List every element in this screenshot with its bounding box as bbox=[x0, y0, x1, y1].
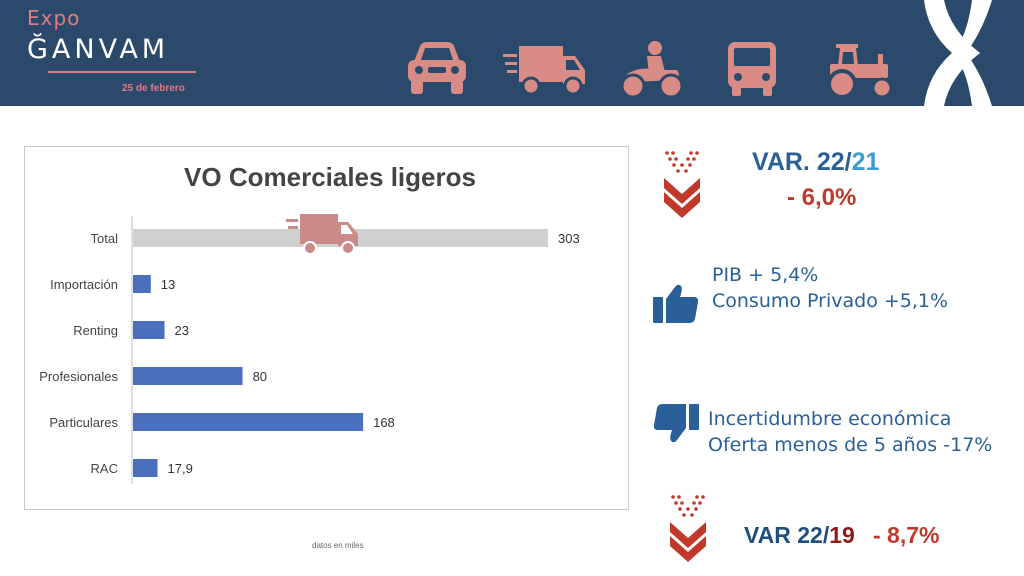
bar-chart: VO Comerciales ligeros Total 303 Importaci… bbox=[39, 162, 580, 484]
var-22-19-year: 19 bbox=[829, 522, 855, 548]
logo-expo-text: Expo bbox=[27, 6, 81, 30]
category-label: RAC bbox=[91, 461, 118, 476]
data-label: 13 bbox=[161, 277, 175, 292]
event-date: 25 de febrero bbox=[122, 83, 185, 94]
negative-line-supply: Oferta menos de 5 años -17% bbox=[708, 434, 993, 456]
category-label: Importación bbox=[50, 277, 118, 292]
var-22-21-year: 21 bbox=[851, 148, 880, 176]
down-chevron-icon bbox=[670, 495, 706, 562]
negative-drivers: Incertidumbre económica Oferta menos de … bbox=[708, 406, 992, 458]
negative-line-uncertainty: Incertidumbre económica bbox=[708, 408, 952, 430]
category-label: Particulares bbox=[49, 415, 118, 430]
var-22-19-value: - 8,7% bbox=[873, 522, 940, 548]
var-22-19-title: VAR 22/19 bbox=[744, 522, 855, 549]
brand-x-logo bbox=[924, 0, 992, 106]
category-label: Renting bbox=[73, 323, 118, 338]
var-22-21-value: - 6,0% bbox=[787, 184, 857, 211]
delivery-truck-icon bbox=[503, 46, 585, 96]
chart-panel bbox=[24, 146, 629, 510]
var-22-19-label: VAR 22/ bbox=[744, 522, 830, 548]
logo-brand-text: ĞANVAM bbox=[27, 34, 170, 65]
positive-drivers: PIB + 5,4% Consumo Privado +5,1% bbox=[712, 262, 948, 314]
chart-footnote: datos en miles bbox=[312, 541, 364, 550]
delivery-truck-icon bbox=[286, 214, 358, 255]
data-label: 80 bbox=[253, 369, 267, 384]
tractor-icon bbox=[827, 44, 893, 99]
thumbs-down-icon bbox=[653, 404, 699, 443]
data-label: 303 bbox=[558, 231, 580, 246]
thumbs-up-icon bbox=[653, 284, 699, 323]
bar-2 bbox=[133, 321, 165, 339]
bar-3 bbox=[133, 367, 243, 385]
category-label: Total bbox=[91, 231, 119, 246]
bus-icon bbox=[728, 42, 776, 96]
positive-line-gdp: PIB + 5,4% bbox=[712, 264, 819, 286]
header-banner: Expo ĞANVAM 25 de febrero bbox=[0, 0, 1024, 106]
category-label: Profesionales bbox=[39, 369, 118, 384]
bar-4 bbox=[133, 413, 364, 431]
var-22-21-title: VAR. 22/21 bbox=[752, 148, 879, 177]
down-chevron-icon bbox=[664, 151, 700, 218]
chart-title: VO Comerciales ligeros bbox=[184, 162, 476, 192]
car-icon bbox=[408, 42, 466, 94]
positive-line-consumption: Consumo Privado +5,1% bbox=[712, 290, 949, 312]
bar-5 bbox=[133, 459, 158, 477]
logo-underline bbox=[48, 71, 196, 73]
data-label: 23 bbox=[175, 323, 189, 338]
bar-1 bbox=[133, 275, 151, 293]
motorcycle-icon bbox=[620, 41, 684, 98]
var-22-21-label: VAR. 22/ bbox=[752, 148, 852, 176]
data-label: 168 bbox=[373, 415, 395, 430]
data-label: 17,9 bbox=[168, 461, 193, 476]
